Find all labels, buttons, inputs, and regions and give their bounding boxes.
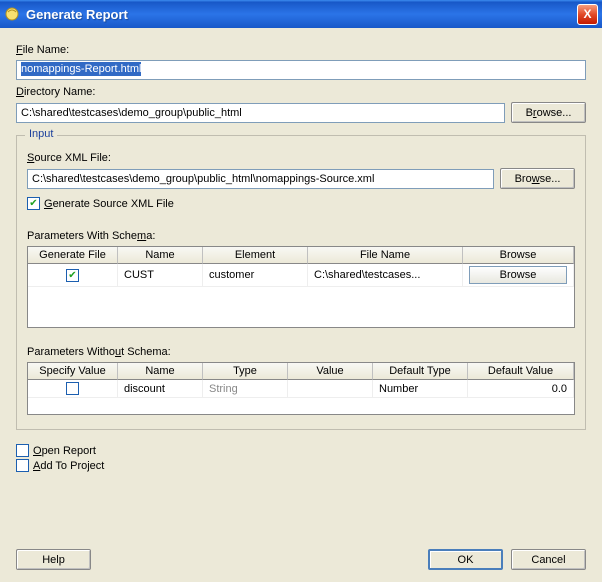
col-specify-value[interactable]: Specify Value <box>28 363 118 380</box>
col-file-name[interactable]: File Name <box>308 247 463 264</box>
table-header: Generate File Name Element File Name Bro… <box>28 247 574 264</box>
col-generate-file[interactable]: Generate File <box>28 247 118 264</box>
params-noschema-table: Specify Value Name Type Value Default Ty… <box>27 362 575 415</box>
col-value[interactable]: Value <box>288 363 373 380</box>
cancel-button[interactable]: Cancel <box>511 549 586 570</box>
open-report-label: Open Report <box>33 445 96 457</box>
specify-value-checkbox[interactable] <box>66 382 79 395</box>
close-icon: X <box>583 7 591 21</box>
ok-button[interactable]: OK <box>428 549 503 570</box>
help-button[interactable]: Help <box>16 549 91 570</box>
browse-label: Browse... <box>526 107 572 119</box>
input-group: Input Source XML File: Browse... ✔ Gener… <box>16 135 586 430</box>
params-schema-label: Parameters With Schema: <box>27 230 575 242</box>
cell-element[interactable]: customer <box>203 264 308 286</box>
browse-source-button[interactable]: Browse... <box>500 168 575 189</box>
open-report-checkbox[interactable] <box>16 444 29 457</box>
table-empty-space <box>28 398 574 414</box>
close-button[interactable]: X <box>577 4 598 25</box>
browse-directory-button[interactable]: Browse... <box>511 102 586 123</box>
table-row: ✔ CUST customer C:\shared\testcases... B… <box>28 264 574 287</box>
dialog-content: File Name: nomappings-Report.html Direct… <box>0 28 602 582</box>
directory-label: Directory Name: <box>16 86 586 98</box>
col-default-value[interactable]: Default Value <box>468 363 574 380</box>
col-element[interactable]: Element <box>203 247 308 264</box>
input-legend: Input <box>25 128 57 140</box>
table-empty-space <box>28 287 574 327</box>
row-browse-button[interactable]: Browse <box>469 266 567 284</box>
cell-file[interactable]: C:\shared\testcases... <box>308 264 463 286</box>
params-schema-table: Generate File Name Element File Name Bro… <box>27 246 575 328</box>
window-title: Generate Report <box>26 7 577 22</box>
cell-name[interactable]: discount <box>118 380 203 397</box>
dialog-footer: Help OK Cancel <box>16 539 586 570</box>
file-name-input[interactable]: nomappings-Report.html <box>16 60 586 80</box>
file-name-label: File Name: <box>16 44 586 56</box>
source-xml-input[interactable] <box>27 169 494 189</box>
generate-file-checkbox[interactable]: ✔ <box>66 269 79 282</box>
directory-input[interactable] <box>16 103 505 123</box>
table-row: discount String Number 0.0 <box>28 380 574 398</box>
cell-type[interactable]: String <box>203 380 288 397</box>
cell-value[interactable] <box>288 380 373 397</box>
add-to-project-checkbox[interactable] <box>16 459 29 472</box>
add-to-project-label: Add To Project <box>33 460 104 472</box>
app-icon <box>4 6 20 22</box>
window-titlebar: Generate Report X <box>0 0 602 28</box>
table-header: Specify Value Name Type Value Default Ty… <box>28 363 574 380</box>
source-xml-label: Source XML File: <box>27 152 575 164</box>
generate-source-checkbox[interactable]: ✔ <box>27 197 40 210</box>
col-browse[interactable]: Browse <box>463 247 574 264</box>
col-default-type[interactable]: Default Type <box>373 363 468 380</box>
cell-default-value[interactable]: 0.0 <box>468 380 574 397</box>
col-type[interactable]: Type <box>203 363 288 380</box>
cell-default-type[interactable]: Number <box>373 380 468 397</box>
generate-source-label: Generate Source XML File <box>44 198 174 210</box>
params-noschema-label: Parameters Without Schema: <box>27 346 575 358</box>
col-name[interactable]: Name <box>118 247 203 264</box>
cell-name[interactable]: CUST <box>118 264 203 286</box>
file-name-value: nomappings-Report.html <box>21 62 141 76</box>
browse-label: Browse... <box>515 173 561 185</box>
col-name[interactable]: Name <box>118 363 203 380</box>
